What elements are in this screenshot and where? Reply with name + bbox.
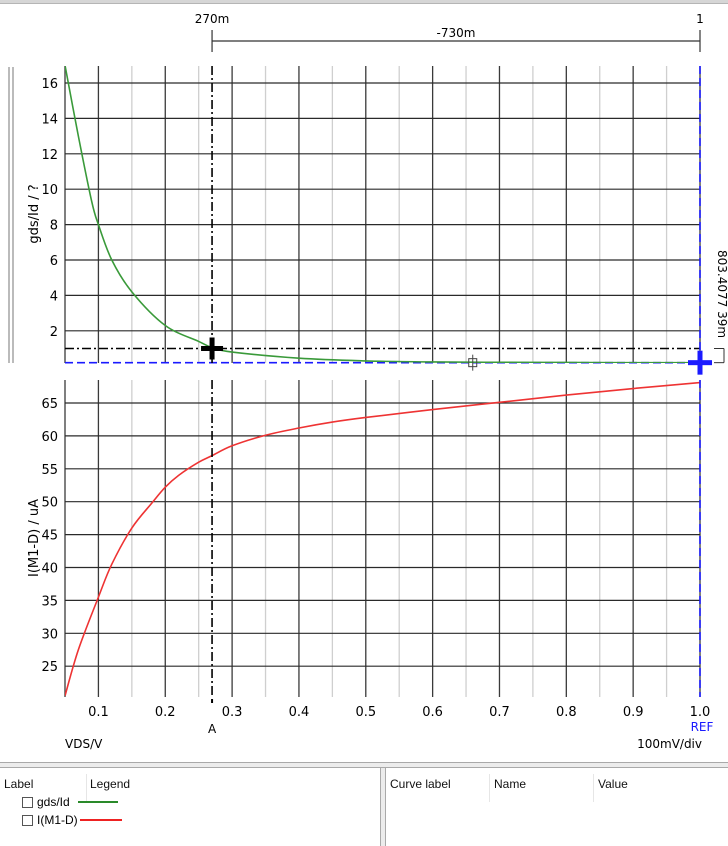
column-divider <box>489 774 490 802</box>
ref-cursor-x-value: 1 <box>696 12 704 26</box>
bottom-panels: Label Legend gds/Id I(M1-D) Curve label … <box>0 762 728 846</box>
y-tick-label: 6 <box>50 254 58 269</box>
cursor-a-label: A <box>208 722 217 736</box>
legend-item-gds-id[interactable]: gds/Id <box>22 794 118 810</box>
ref-cursor-marker-icon[interactable] <box>688 350 712 375</box>
i-m1-d-curve <box>65 381 700 697</box>
y-tick-label: 2 <box>50 325 58 340</box>
x-tick-label: 0.8 <box>556 705 577 720</box>
legend-swatch-red <box>79 819 122 821</box>
top-plot-grid <box>64 66 701 363</box>
column-divider <box>593 774 594 802</box>
legend-swatch-green <box>77 801 118 803</box>
y-tick-label: 14 <box>41 112 58 127</box>
x-tick-label: 0.4 <box>289 705 310 720</box>
y-tick-label: 12 <box>41 148 58 163</box>
x-tick-label: 0.9 <box>623 705 644 720</box>
x-tick-label: 1.0 <box>690 705 711 720</box>
x-tick-label: 0.5 <box>355 705 376 720</box>
curve-info-panel: Curve label Name Value <box>385 768 728 846</box>
horizontal-splitter[interactable] <box>0 762 728 768</box>
y-tick-label: 45 <box>41 529 58 544</box>
vertical-splitter[interactable] <box>381 768 385 846</box>
y-tick-label: 55 <box>41 463 58 478</box>
top-y-axis-label: gds/Id / ? <box>27 184 42 243</box>
y-tick-label: 60 <box>41 430 58 445</box>
y-tick-label: 40 <box>41 562 58 577</box>
y-tick-label: 25 <box>41 660 58 675</box>
x-tick-label: 0.3 <box>222 705 243 720</box>
col-name[interactable]: Name <box>494 777 527 791</box>
y-tick-label: 8 <box>50 219 58 234</box>
ref-cursor-label: REF <box>691 720 714 734</box>
cursor-a-marker-icon[interactable] <box>201 337 224 360</box>
x-tick-label: 0.2 <box>155 705 176 720</box>
bottom-plot-grid <box>64 380 701 697</box>
legend-item-label: I(M1-D) <box>37 813 78 827</box>
col-value[interactable]: Value <box>598 777 628 791</box>
y-tick-label: 30 <box>41 627 58 642</box>
x-axis-label: VDS/V <box>65 737 103 751</box>
delta-x-value: -730m <box>437 26 476 40</box>
x-tick-label: 0.7 <box>489 705 510 720</box>
x-tick-label: 0.6 <box>422 705 443 720</box>
col-curve-label[interactable]: Curve label <box>390 777 451 791</box>
waveform-plot-area[interactable]: 2 4 6 8 10 12 14 16 25 30 35 40 45 50 55 60 65 0.1 0.2 0.3 0… <box>0 0 728 762</box>
cursor-handle-icon[interactable] <box>468 354 478 371</box>
column-divider <box>86 774 87 802</box>
x-scale-label: 100mV/div <box>637 737 702 751</box>
x-tick-label: 0.1 <box>88 705 109 720</box>
gds-id-curve <box>65 66 700 363</box>
bottom-y-axis-label: I(M1-D) / uA <box>27 499 42 577</box>
legend-col-legend[interactable]: Legend <box>90 777 131 791</box>
y-tick-label: 50 <box>41 496 58 511</box>
legend-item-label: gds/Id <box>37 795 70 809</box>
window-top-border <box>0 0 728 4</box>
legend-item-i-m1-d[interactable]: I(M1-D) <box>22 812 122 828</box>
legend-checkbox-i-m1-d[interactable] <box>22 814 33 826</box>
y-tick-label: 65 <box>41 397 58 412</box>
legend-checkbox-gds-id[interactable] <box>22 796 33 808</box>
cursor-a-x-value: 270m <box>195 12 230 26</box>
delta-y-value: 803.4077 39m <box>715 250 728 338</box>
legend-panel: Label Legend gds/Id I(M1-D) <box>0 768 381 846</box>
y-tick-label: 35 <box>41 594 58 609</box>
y-tick-label: 16 <box>41 77 58 92</box>
y-tick-label: 10 <box>41 183 58 198</box>
y-tick-label: 4 <box>50 289 58 304</box>
legend-col-label[interactable]: Label <box>4 777 34 791</box>
